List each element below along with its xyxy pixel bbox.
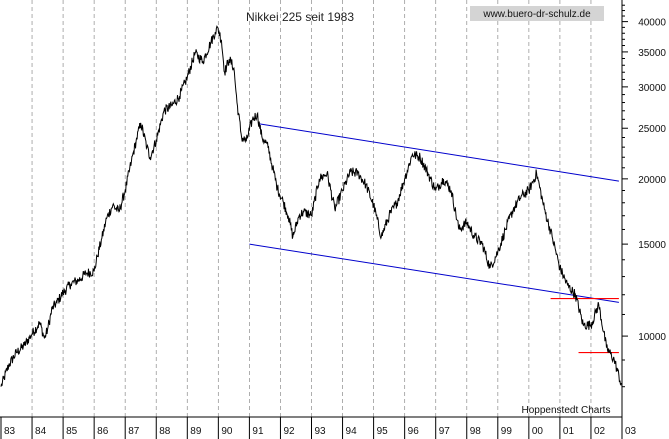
x-tick-label: 87 — [128, 426, 140, 437]
watermark: www.buero-dr-schulz.de — [482, 9, 591, 20]
x-tick-label: 96 — [408, 426, 420, 437]
x-tick-label: 85 — [66, 426, 78, 437]
y-ticks: 10000 15000 20000 25000 30000 35000 40000 — [622, 4, 666, 388]
x-tick-label: 91 — [252, 426, 264, 437]
x-tick-label: 94 — [346, 426, 358, 437]
price-series-line — [0, 25, 623, 387]
x-tick-label: 89 — [190, 426, 202, 437]
x-tick-label: 90 — [221, 426, 233, 437]
x-tick-label: 88 — [159, 426, 171, 437]
y-tick-label: 10000 — [638, 332, 666, 343]
x-tick-label: 02 — [594, 426, 606, 437]
y-tick-label: 25000 — [638, 124, 666, 135]
x-tick-label: 03 — [625, 426, 637, 437]
series-layer — [0, 25, 623, 387]
trend-channel — [249, 123, 619, 303]
source-label: Hoppenstedt Charts — [522, 405, 611, 416]
x-tick-label: 98 — [470, 426, 482, 437]
y-tick-label: 20000 — [638, 175, 666, 186]
chart-title: Nikkei 225 seit 1983 — [246, 10, 354, 24]
x-tick-label: 01 — [563, 426, 575, 437]
y-tick-label: 40000 — [638, 18, 666, 29]
x-tick-label: 95 — [377, 426, 389, 437]
x-tick-label: 99 — [501, 426, 513, 437]
x-ticks: 83 84 85 86 87 88 89 90 91 92 93 94 95 96 97 98 99 00 01 02… — [0, 417, 637, 439]
y-tick-label: 30000 — [638, 83, 666, 94]
x-tick-label: 92 — [283, 426, 295, 437]
watermark-box — [470, 6, 604, 21]
x-tick-label: 93 — [315, 426, 327, 437]
x-tick-label: 84 — [35, 426, 47, 437]
channel-lower-line — [249, 243, 619, 303]
support-lines — [550, 297, 619, 354]
channel-upper-line — [258, 123, 619, 182]
x-tick-label: 86 — [97, 426, 109, 437]
y-tick-label: 35000 — [638, 48, 666, 59]
y-tick-label: 15000 — [638, 240, 666, 251]
x-tick-label: 97 — [439, 426, 451, 437]
x-tick-label: 00 — [532, 426, 544, 437]
x-tick-label: 83 — [4, 426, 16, 437]
